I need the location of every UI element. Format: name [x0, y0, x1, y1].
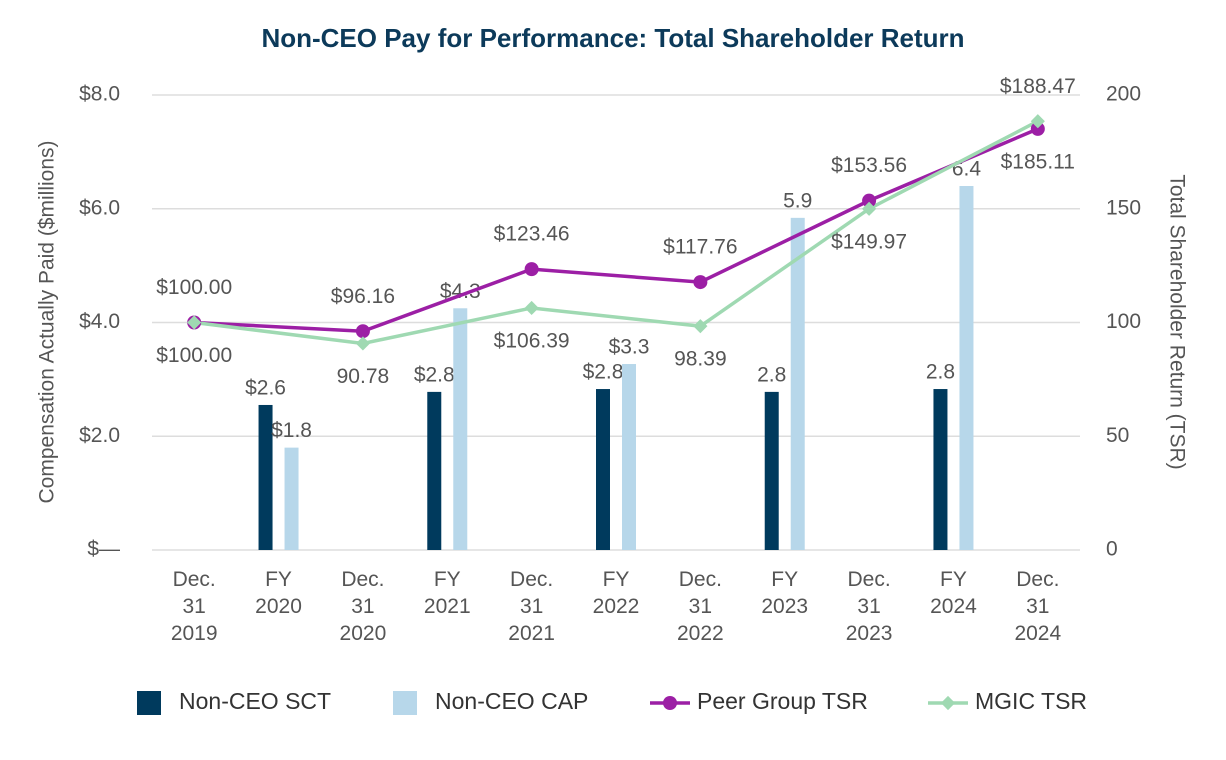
line-value-label: $149.97: [831, 230, 907, 253]
x-tick-label: FY 2021: [423, 568, 471, 618]
y-tick-label: $6.0: [79, 196, 120, 219]
bar: [790, 217, 805, 550]
y2-tick-label: 200: [1106, 83, 1141, 106]
line-value-label: $100.00: [156, 344, 232, 367]
line-marker: [693, 319, 708, 334]
y2-tick-label: 0: [1106, 538, 1118, 561]
line-marker: [693, 275, 708, 290]
x-tick-label: Dec. 31 2022: [677, 568, 724, 645]
bar: [258, 404, 273, 550]
bar-value-label: $2.6: [245, 377, 286, 400]
line-marker: [187, 315, 202, 330]
line-marker: [524, 262, 539, 277]
legend-swatch: [137, 691, 161, 715]
line-marker: [862, 201, 877, 216]
legend-label: Non-CEO CAP: [435, 688, 588, 714]
line-marker: [524, 300, 539, 316]
bar-value-label: $2.8: [583, 361, 624, 384]
legend-marker: [663, 696, 677, 710]
bar: [427, 391, 442, 550]
y-tick-label: $2.0: [79, 424, 120, 447]
y2-tick-label: 50: [1106, 424, 1129, 447]
line-value-label: $185.11: [1001, 150, 1075, 173]
bar-value-label: $3.3: [609, 336, 650, 359]
bar-value-label: $4.3: [440, 280, 481, 303]
bar: [959, 186, 974, 550]
bar-value-label: 2.8: [757, 363, 786, 386]
bar-value-label: 5.9: [783, 189, 812, 212]
x-tick-label: FY 2024: [930, 568, 977, 618]
bar: [764, 391, 779, 550]
bar-value-label: $2.8: [414, 363, 455, 386]
bar: [622, 364, 636, 550]
line-value-label: $106.39: [494, 330, 570, 353]
legend-marker: [940, 695, 956, 711]
legend-label: Peer Group TSR: [697, 688, 868, 714]
bar: [453, 308, 468, 550]
line-value-label: 98.39: [674, 348, 727, 371]
line-marker: [355, 336, 370, 351]
legend-swatch: [393, 691, 417, 715]
y-tick-label: $4.0: [79, 310, 120, 333]
legend-label: Non-CEO SCT: [179, 688, 331, 714]
legend-label: MGIC TSR: [975, 688, 1087, 714]
line-value-label: $188.47: [1000, 75, 1076, 98]
bar-value-label: 2.8: [926, 361, 955, 384]
x-tick-label: Dec. 31 2020: [339, 568, 387, 645]
x-tick-label: FY 2023: [761, 568, 809, 618]
line-value-label: $123.46: [494, 223, 570, 246]
x-tick-label: Dec. 31 2021: [508, 568, 555, 645]
x-tick-label: FY 2020: [255, 568, 302, 618]
bar-value-label: $1.8: [271, 419, 312, 442]
y-axis-label: Compensation Actually Paid ($millions): [36, 141, 59, 504]
line-marker: [1030, 121, 1045, 136]
bar: [596, 389, 610, 550]
y2-tick-label: 150: [1106, 196, 1141, 219]
bar: [933, 389, 948, 550]
x-tick-label: Dec. 31 2019: [170, 568, 218, 645]
line-value-label: $117.76: [663, 236, 737, 259]
y-tick-label: $8.0: [79, 83, 120, 106]
line-value-label: $153.56: [831, 154, 907, 177]
line-value-label: $100.00: [156, 276, 232, 299]
line-marker: [862, 193, 877, 208]
bar: [284, 447, 299, 550]
y2-tick-label: 100: [1106, 310, 1141, 333]
x-tick-label: Dec. 31 2024: [1014, 568, 1062, 645]
x-tick-label: FY 2022: [592, 568, 640, 618]
line: [193, 119, 1039, 346]
y2-axis-label: Total Shareholder Return (TSR): [1165, 174, 1188, 469]
line: [194, 127, 1039, 334]
y-tick-label: $—: [87, 538, 120, 561]
line-value-label: $96.16: [331, 285, 395, 308]
line-marker: [1030, 114, 1045, 129]
x-tick-label: Dec. 31 2023: [845, 568, 893, 645]
line-marker: [355, 324, 370, 339]
chart-title: Non-CEO Pay for Performance: Total Share…: [261, 23, 964, 53]
line-value-label: 90.78: [337, 365, 390, 388]
